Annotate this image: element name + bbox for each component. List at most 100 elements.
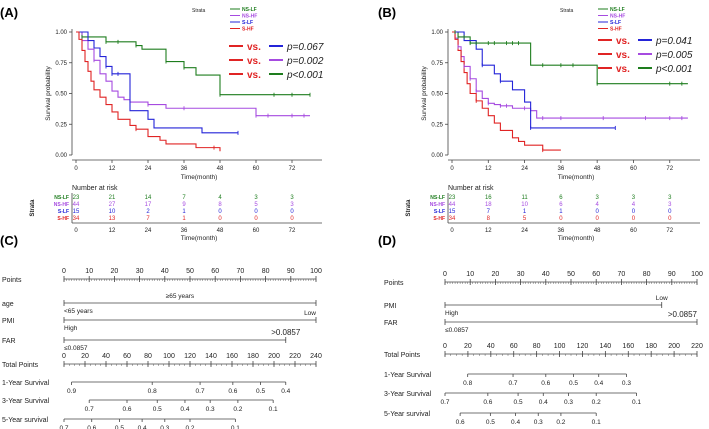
risk-count: 9 — [182, 202, 186, 208]
risk-count: 0 — [595, 209, 599, 215]
nomogram-tick-label: 180 — [645, 343, 657, 350]
km-curve-slf — [452, 31, 616, 129]
nomogram-tick-label: 60 — [123, 353, 131, 360]
nomogram-row-label: FAR — [384, 320, 398, 327]
risk-count: 3 — [290, 195, 294, 201]
x-axis-label: Time(month) — [558, 174, 595, 181]
nomogram-tick-label: 30 — [136, 268, 144, 275]
nomogram-level-label: >0.0857 — [668, 310, 698, 319]
risk-count: 0 — [559, 216, 563, 222]
risk-x-axis-label: Time(month) — [181, 235, 218, 242]
comparison-p-value: p=0.005 — [655, 50, 693, 61]
risk-count: 27 — [109, 202, 116, 208]
panel-label-c: (C) — [0, 233, 18, 248]
risk-count: 14 — [145, 195, 152, 201]
nomogram-level-label: <65 years — [64, 308, 93, 315]
nomogram-tick-label: 40 — [487, 343, 495, 350]
risk-count: 0 — [290, 216, 294, 222]
nomogram-prob-label: 0.4 — [511, 419, 520, 426]
nomogram-tick-label: 50 — [186, 268, 194, 275]
nomogram-prob-label: 0.2 — [233, 406, 242, 413]
risk-count: 11 — [521, 195, 528, 201]
x-tick-label: 72 — [289, 166, 296, 172]
nomogram-prob-label: 0.6 — [456, 419, 465, 426]
nomogram-tick-label: 140 — [205, 353, 217, 360]
risk-count: 18 — [485, 202, 492, 208]
y-tick-label: 0.50 — [431, 92, 443, 98]
y-tick-label: 0.25 — [55, 122, 67, 128]
risk-x-tick-label: 48 — [217, 228, 224, 234]
comparison-p-value: p<0.001 — [286, 70, 323, 81]
y-tick-label: 1.00 — [431, 30, 443, 36]
km-curve-shf — [76, 31, 221, 152]
nomogram-tick-label: 0 — [443, 343, 447, 350]
x-tick-label: 60 — [253, 166, 260, 172]
nomogram-prob-label: 0.3 — [160, 425, 169, 429]
risk-x-tick-label: 24 — [521, 228, 528, 234]
nomogram-tick-label: 80 — [643, 271, 651, 278]
risk-count: 3 — [668, 202, 672, 208]
risk-x-tick-label: 12 — [109, 228, 116, 234]
comparison-vs: vs. — [616, 36, 630, 47]
nomogram-tick-label: 200 — [268, 353, 280, 360]
nomogram-prob-label: 0.5 — [569, 380, 578, 387]
nomogram-tick-label: 80 — [144, 353, 152, 360]
nomogram-tick-label: 60 — [211, 268, 219, 275]
risk-x-tick-label: 0 — [74, 228, 78, 234]
risk-count: 0 — [254, 216, 258, 222]
nomogram-tick-label: 80 — [262, 268, 270, 275]
nomogram-tick-label: 120 — [184, 353, 196, 360]
x-tick-label: 60 — [630, 166, 637, 172]
km-curve-nshf — [452, 31, 688, 119]
nomogram-tick-label: 90 — [287, 268, 295, 275]
y-tick-label: 0.00 — [431, 153, 443, 159]
risk-count: 0 — [668, 209, 672, 215]
nomogram-row-label: Total Points — [384, 352, 421, 359]
nomogram-level-label: ≤0.0857 — [64, 345, 88, 352]
comparison-vs: vs. — [247, 56, 261, 67]
nomogram-prob-label: 0.3 — [206, 406, 215, 413]
km-plot-b: 0.00 0.25 0.50 0.75 1.00 0 12 24 36 48 60 72 Time(mo… — [421, 29, 700, 181]
nomogram-prob-label: 0.7 — [85, 406, 94, 413]
y-tick-label: 0.75 — [55, 61, 67, 67]
risk-count: 5 — [254, 202, 258, 208]
comparison-vs: vs. — [247, 42, 261, 53]
nomogram-prob-label: 0.3 — [534, 419, 543, 426]
risk-x-tick-label: 24 — [145, 228, 152, 234]
nomogram-prob-label: 0.6 — [541, 380, 550, 387]
risk-count: 0 — [254, 209, 258, 215]
nomogram-tick-label: 60 — [592, 271, 600, 278]
nomogram-prob-label: 0.6 — [483, 399, 492, 406]
nomogram-prob-label: 0.5 — [115, 425, 124, 429]
nomogram-prob-label: 0.4 — [281, 388, 290, 395]
nomogram-row-label: 5-Year survival — [2, 417, 48, 424]
nomogram-tick-label: 90 — [668, 271, 676, 278]
risk-count: 13 — [109, 216, 116, 222]
risk-row-label-nslf: NS-LF — [430, 195, 445, 201]
nomogram-prob-label: 0.2 — [556, 419, 565, 426]
panel-d: (D) Points 0 10 20 30 40 50 60 70 80 90 100 PMI Low Hi… — [378, 233, 703, 426]
risk-count: 15 — [73, 209, 80, 215]
risk-row-label-nshf: NS-HF — [54, 202, 69, 208]
risk-x-tick-label: 36 — [181, 228, 188, 234]
risk-x-tick-label: 12 — [485, 228, 492, 234]
panel-c: (C) Points 0 10 20 30 40 50 60 70 80 90 100 age ≥65 y… — [0, 233, 322, 429]
risk-count: 44 — [73, 202, 80, 208]
y-tick-label: 0.50 — [55, 92, 67, 98]
risk-count: 1 — [182, 216, 186, 222]
risk-count: 3 — [290, 202, 294, 208]
nomogram-tick-label: 80 — [533, 343, 541, 350]
risk-count: 4 — [218, 195, 222, 201]
y-tick-label: 0.75 — [431, 61, 443, 67]
x-tick-label: 0 — [74, 166, 78, 172]
nomogram-prob-label: 0.6 — [87, 425, 96, 429]
x-tick-label: 72 — [666, 166, 673, 172]
risk-strata-label: Strata — [406, 199, 412, 217]
nomogram-row-label: Total Points — [2, 362, 39, 369]
comparison-p-value: p=0.067 — [286, 42, 324, 53]
comparison-vs: vs. — [247, 70, 261, 81]
nomogram-prob-label: 0.1 — [269, 406, 278, 413]
